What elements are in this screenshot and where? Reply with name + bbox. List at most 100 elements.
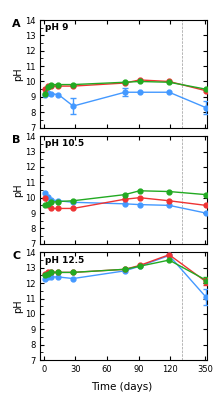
BC	[47, 203, 49, 208]
Text: pH 9: pH 9	[45, 23, 69, 32]
BC	[47, 84, 49, 88]
NC	[72, 276, 75, 281]
Y-axis label: pH: pH	[14, 67, 24, 81]
HH	[138, 188, 141, 193]
HH	[72, 198, 75, 203]
Text: Time (days): Time (days)	[91, 382, 152, 392]
Text: C: C	[12, 251, 20, 261]
Line: NC: NC	[42, 191, 208, 216]
BC	[138, 263, 141, 268]
HH	[138, 264, 141, 269]
BC	[50, 84, 52, 88]
HH	[205, 87, 207, 92]
BC	[57, 206, 60, 211]
HH	[47, 272, 49, 276]
Text: A: A	[12, 19, 21, 29]
Line: BC: BC	[42, 78, 208, 93]
Line: HH: HH	[42, 188, 208, 208]
HH	[168, 80, 170, 85]
NC	[50, 274, 52, 279]
Line: NC: NC	[42, 253, 208, 300]
BC	[43, 272, 46, 276]
HH	[124, 192, 126, 197]
NC	[47, 274, 49, 279]
NC	[138, 202, 141, 207]
NC	[124, 90, 126, 95]
BC	[47, 270, 49, 275]
NC	[138, 264, 141, 269]
BC	[168, 79, 170, 84]
HH	[168, 258, 170, 262]
BC	[43, 87, 46, 92]
Text: pH 12.5: pH 12.5	[45, 256, 85, 265]
HH	[47, 84, 49, 89]
NC	[72, 200, 75, 205]
HH	[57, 270, 60, 275]
NC	[43, 191, 46, 196]
Y-axis label: pH: pH	[14, 299, 24, 313]
HH	[57, 199, 60, 204]
BC	[138, 78, 141, 82]
Line: BC: BC	[42, 195, 208, 211]
HH	[124, 267, 126, 272]
HH	[72, 270, 75, 275]
NC	[168, 203, 170, 208]
NC	[47, 194, 49, 199]
BC	[72, 206, 75, 211]
Line: NC: NC	[42, 90, 208, 110]
NC	[57, 274, 60, 279]
BC	[72, 84, 75, 88]
NC	[168, 90, 170, 95]
NC	[57, 198, 60, 203]
HH	[72, 82, 75, 87]
Text: pH 10.5: pH 10.5	[45, 140, 85, 148]
NC	[205, 211, 207, 216]
NC	[47, 91, 49, 96]
HH	[168, 189, 170, 194]
HH	[205, 278, 207, 282]
NC	[124, 202, 126, 206]
Line: HH: HH	[42, 79, 208, 96]
HH	[43, 91, 46, 96]
BC	[124, 267, 126, 272]
BC	[50, 206, 52, 211]
BC	[50, 270, 52, 275]
NC	[205, 294, 207, 299]
BC	[57, 84, 60, 88]
NC	[72, 104, 75, 108]
NC	[50, 91, 52, 96]
BC	[124, 81, 126, 86]
HH	[205, 192, 207, 197]
HH	[47, 202, 49, 206]
BC	[43, 195, 46, 200]
HH	[50, 270, 52, 275]
NC	[124, 268, 126, 273]
BC	[205, 203, 207, 208]
NC	[57, 92, 60, 97]
NC	[205, 105, 207, 110]
Text: B: B	[12, 135, 21, 145]
NC	[138, 90, 141, 95]
NC	[50, 198, 52, 202]
Line: BC: BC	[42, 252, 208, 284]
HH	[50, 200, 52, 205]
BC	[138, 195, 141, 200]
Y-axis label: pH: pH	[14, 183, 24, 197]
HH	[124, 80, 126, 85]
HH	[57, 82, 60, 87]
NC	[43, 276, 46, 281]
BC	[168, 252, 170, 257]
BC	[72, 270, 75, 275]
NC	[168, 253, 170, 258]
BC	[205, 279, 207, 284]
HH	[50, 82, 52, 87]
NC	[43, 93, 46, 98]
BC	[205, 88, 207, 93]
HH	[43, 273, 46, 278]
BC	[124, 197, 126, 202]
BC	[57, 270, 60, 275]
HH	[138, 79, 141, 84]
HH	[43, 203, 46, 208]
Line: HH: HH	[42, 258, 208, 282]
BC	[168, 198, 170, 203]
